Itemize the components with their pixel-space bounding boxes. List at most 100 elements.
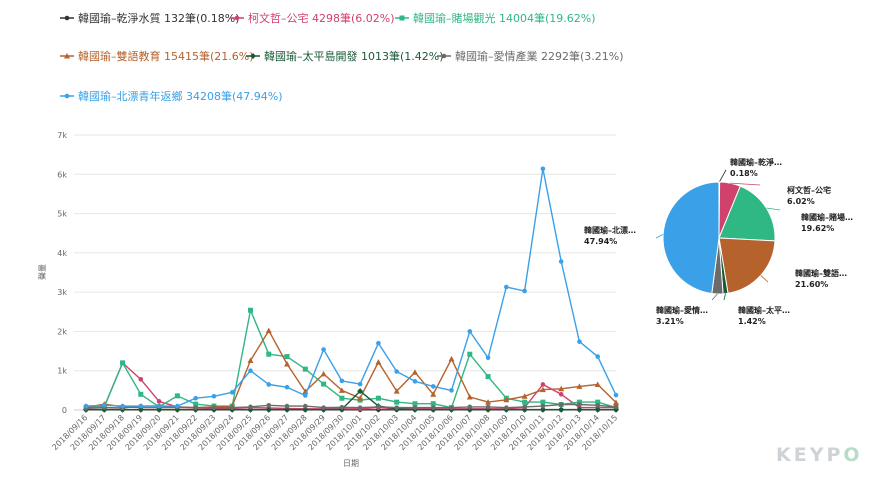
pie-slice-percent: 21.60%: [795, 280, 828, 289]
data-point: [211, 405, 217, 410]
data-point: [412, 379, 418, 384]
pie-slice[interactable]: [718, 237, 729, 295]
pie-leader-line: [718, 169, 727, 183]
data-point: [558, 406, 565, 413]
line-chart: 01k2k3k4k5k6k7k2018/09/162018/09/172018/…: [38, 131, 619, 468]
data-point: [467, 351, 473, 357]
data-point: [540, 166, 546, 172]
legend-item[interactable]: 韓國瑜–賭場觀光 14004筆(19.62%): [395, 10, 596, 26]
data-point: [558, 259, 564, 264]
data-point: [338, 387, 345, 393]
legend-label: 韓國瑜–北漂青年返鄉 34208筆(47.94%): [78, 90, 283, 103]
data-point: [540, 382, 546, 387]
pie-leader-line: [760, 275, 769, 283]
legend-item[interactable]: 韓國瑜–雙語教育 15415筆(21.6%): [60, 48, 254, 64]
pie-leader-line: [723, 293, 726, 301]
data-point: [522, 399, 528, 405]
data-point: [138, 403, 144, 409]
data-point: [375, 395, 381, 401]
data-point: [302, 366, 308, 372]
data-point: [613, 399, 619, 406]
data-point: [137, 406, 144, 413]
pie-slice[interactable]: [718, 181, 721, 239]
data-point: [540, 399, 546, 405]
legend-symbol: [64, 93, 70, 99]
data-point: [522, 288, 527, 294]
pie-slice[interactable]: [711, 237, 724, 295]
data-point: [394, 369, 399, 374]
data-point: [577, 339, 582, 344]
pie-leader-line: [766, 207, 781, 211]
data-point: [284, 384, 290, 390]
data-point: [539, 406, 546, 413]
data-point: [595, 399, 601, 405]
data-point: [613, 404, 619, 410]
legend-item[interactable]: 韓國瑜–愛情產業 2292筆(3.21%): [437, 48, 624, 64]
series-line: [85, 329, 617, 409]
y-tick-label: 7k: [57, 131, 67, 140]
series-group[interactable]: [83, 166, 619, 409]
pie-slice-percent: 19.62%: [801, 224, 834, 233]
data-point: [595, 354, 601, 359]
data-point: [284, 403, 290, 409]
data-point: [594, 381, 601, 387]
legend-item[interactable]: 韓國瑜–太平島開發 1013筆(1.42%): [246, 48, 444, 64]
data-point: [393, 388, 400, 394]
pie-leader-line: [730, 182, 761, 186]
data-point: [449, 405, 454, 410]
watermark-prefix: KEYP: [776, 444, 844, 466]
data-point: [522, 404, 527, 410]
data-point: [430, 384, 436, 389]
data-point: [558, 402, 564, 407]
data-point: [412, 401, 418, 407]
data-point: [594, 406, 601, 413]
pie-slice-label: 韓國瑜–太平…: [738, 305, 790, 315]
legend-marker-icon: [230, 14, 244, 22]
data-point: [595, 402, 601, 408]
data-point: [411, 369, 418, 375]
data-point: [357, 395, 364, 401]
series-group[interactable]: [83, 327, 619, 411]
legend-item[interactable]: 韓國瑜–北漂青年返鄉 34208筆(47.94%): [60, 88, 283, 104]
data-point: [357, 405, 363, 410]
data-point: [101, 402, 107, 408]
data-point: [485, 404, 491, 410]
data-point: [467, 404, 473, 410]
pie-slice-percent: 1.42%: [738, 317, 766, 326]
data-point: [448, 355, 455, 362]
pie-slice[interactable]: [718, 185, 776, 242]
data-point: [430, 405, 436, 410]
data-point: [247, 307, 253, 313]
data-point: [449, 388, 454, 393]
data-point: [303, 393, 308, 398]
data-point: [485, 399, 492, 405]
data-point: [229, 405, 235, 410]
pie-slice[interactable]: [718, 181, 741, 239]
legend-marker-icon: [246, 52, 260, 60]
data-point: [156, 399, 162, 404]
series-line: [85, 168, 617, 407]
data-point: [174, 393, 180, 399]
y-tick-label: 1k: [57, 367, 67, 376]
legend-label: 韓國瑜–愛情產業 2292筆(3.21%): [455, 50, 624, 63]
data-point: [138, 391, 144, 397]
data-point: [321, 347, 326, 352]
legend-symbol: [250, 53, 256, 59]
data-point: [540, 403, 546, 409]
legend-item[interactable]: 韓國瑜–乾淨水質 132筆(0.18%): [60, 10, 240, 26]
pie-leader-line: [655, 234, 664, 239]
legend-item[interactable]: 柯文哲–公宅 4298筆(6.02%): [230, 10, 395, 26]
pie-slice[interactable]: [662, 181, 720, 295]
data-point: [83, 403, 89, 409]
pie-slice[interactable]: [718, 237, 776, 294]
legend-label: 柯文哲–公宅 4298筆(6.02%): [248, 12, 395, 25]
data-point: [539, 386, 546, 393]
y-tick-label: 2k: [57, 327, 67, 336]
pie-slice-label: 柯文哲–公宅: [787, 185, 831, 195]
data-point: [284, 406, 291, 413]
pie-slice-label: 韓國瑜–雙語…: [795, 268, 847, 278]
data-point: [248, 368, 253, 374]
data-point: [156, 406, 163, 413]
legend-symbol: [234, 15, 240, 21]
data-point: [339, 404, 345, 410]
